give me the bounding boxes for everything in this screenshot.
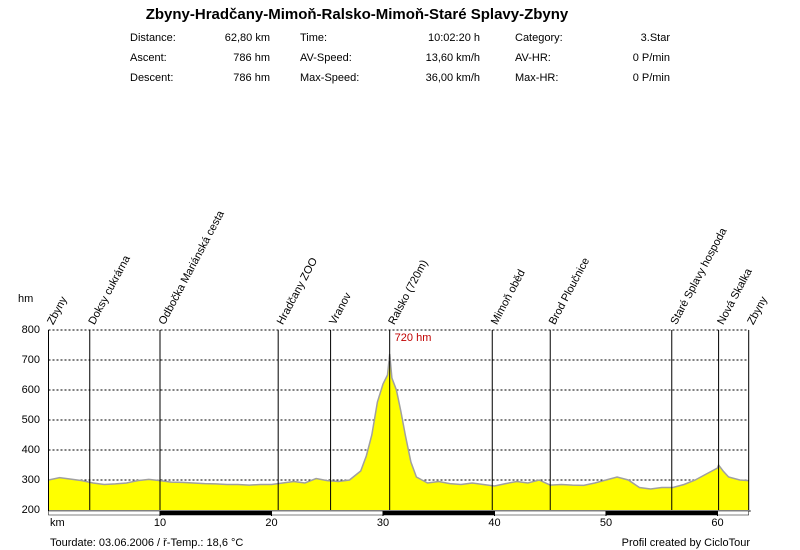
- x-tick-label: 10: [154, 517, 166, 529]
- waypoint-label: Zbyny: [745, 294, 770, 327]
- distance-bar: [605, 510, 718, 516]
- elevation-area: [48, 354, 749, 510]
- stat-label: Category:: [515, 32, 563, 44]
- x-tick-label: 50: [600, 517, 612, 529]
- waypoint-label: Ralsko (720m): [386, 258, 430, 327]
- stat-label: Max-Speed:: [300, 72, 359, 84]
- waypoint-label: Doksy cukrárna: [86, 253, 133, 327]
- footer-right: Profil created by CicloTour: [622, 537, 751, 549]
- chart-title: Zbyny-Hradčany-Mimoň-Ralsko-Mimoň-Staré …: [146, 6, 569, 23]
- stat-label: AV-HR:: [515, 52, 551, 64]
- y-tick-label: 600: [22, 384, 40, 396]
- stat-value: 62,80 km: [225, 32, 270, 44]
- stat-value: 0 P/min: [633, 72, 670, 84]
- waypoint-label: Odbočka Mariánská cesta: [157, 208, 228, 327]
- stat-label: AV-Speed:: [300, 52, 352, 64]
- x-tick-label: 40: [488, 517, 500, 529]
- waypoint-label: Mimoň oběd: [489, 268, 528, 327]
- y-axis-label: hm: [18, 293, 33, 305]
- waypoint-label: Zbyny: [45, 294, 70, 327]
- stat-value: 786 hm: [233, 72, 270, 84]
- elevation-line: [48, 353, 749, 490]
- x-tick-label: 20: [265, 517, 277, 529]
- peak-label: 720 hm: [395, 332, 432, 344]
- y-tick-label: 200: [22, 504, 40, 516]
- stat-label: Descent:: [130, 72, 173, 84]
- waypoint-label: Vranov: [327, 290, 354, 326]
- distance-bar: [271, 510, 384, 516]
- distance-bar: [382, 510, 495, 516]
- y-tick-label: 800: [22, 324, 40, 336]
- x-axis-label: km: [50, 517, 65, 529]
- stat-label: Time:: [300, 32, 327, 44]
- x-tick-label: 30: [377, 517, 389, 529]
- waypoint-label: Brod Ploučnice: [547, 256, 592, 327]
- stat-value: 13,60 km/h: [426, 52, 480, 64]
- distance-bar: [494, 510, 607, 516]
- y-tick-label: 500: [22, 414, 40, 426]
- waypoint-label: Hradčany ZOO: [275, 255, 321, 326]
- stat-value: 786 hm: [233, 52, 270, 64]
- y-tick-label: 700: [22, 354, 40, 366]
- distance-bar: [48, 510, 161, 516]
- stat-value: 3.Star: [641, 32, 671, 44]
- x-tick-label: 60: [711, 517, 723, 529]
- stat-label: Max-HR:: [515, 72, 558, 84]
- stat-value: 0 P/min: [633, 52, 670, 64]
- distance-bar: [717, 510, 749, 516]
- stat-label: Distance:: [130, 32, 176, 44]
- footer-left: Tourdate: 03.06.2006 / ř-Temp.: 18,6 °C: [50, 537, 243, 549]
- stat-value: 10:02:20 h: [428, 32, 480, 44]
- stat-label: Ascent:: [130, 52, 167, 64]
- distance-bar: [159, 510, 272, 516]
- y-tick-label: 300: [22, 474, 40, 486]
- y-tick-label: 400: [22, 444, 40, 456]
- stat-value: 36,00 km/h: [426, 72, 480, 84]
